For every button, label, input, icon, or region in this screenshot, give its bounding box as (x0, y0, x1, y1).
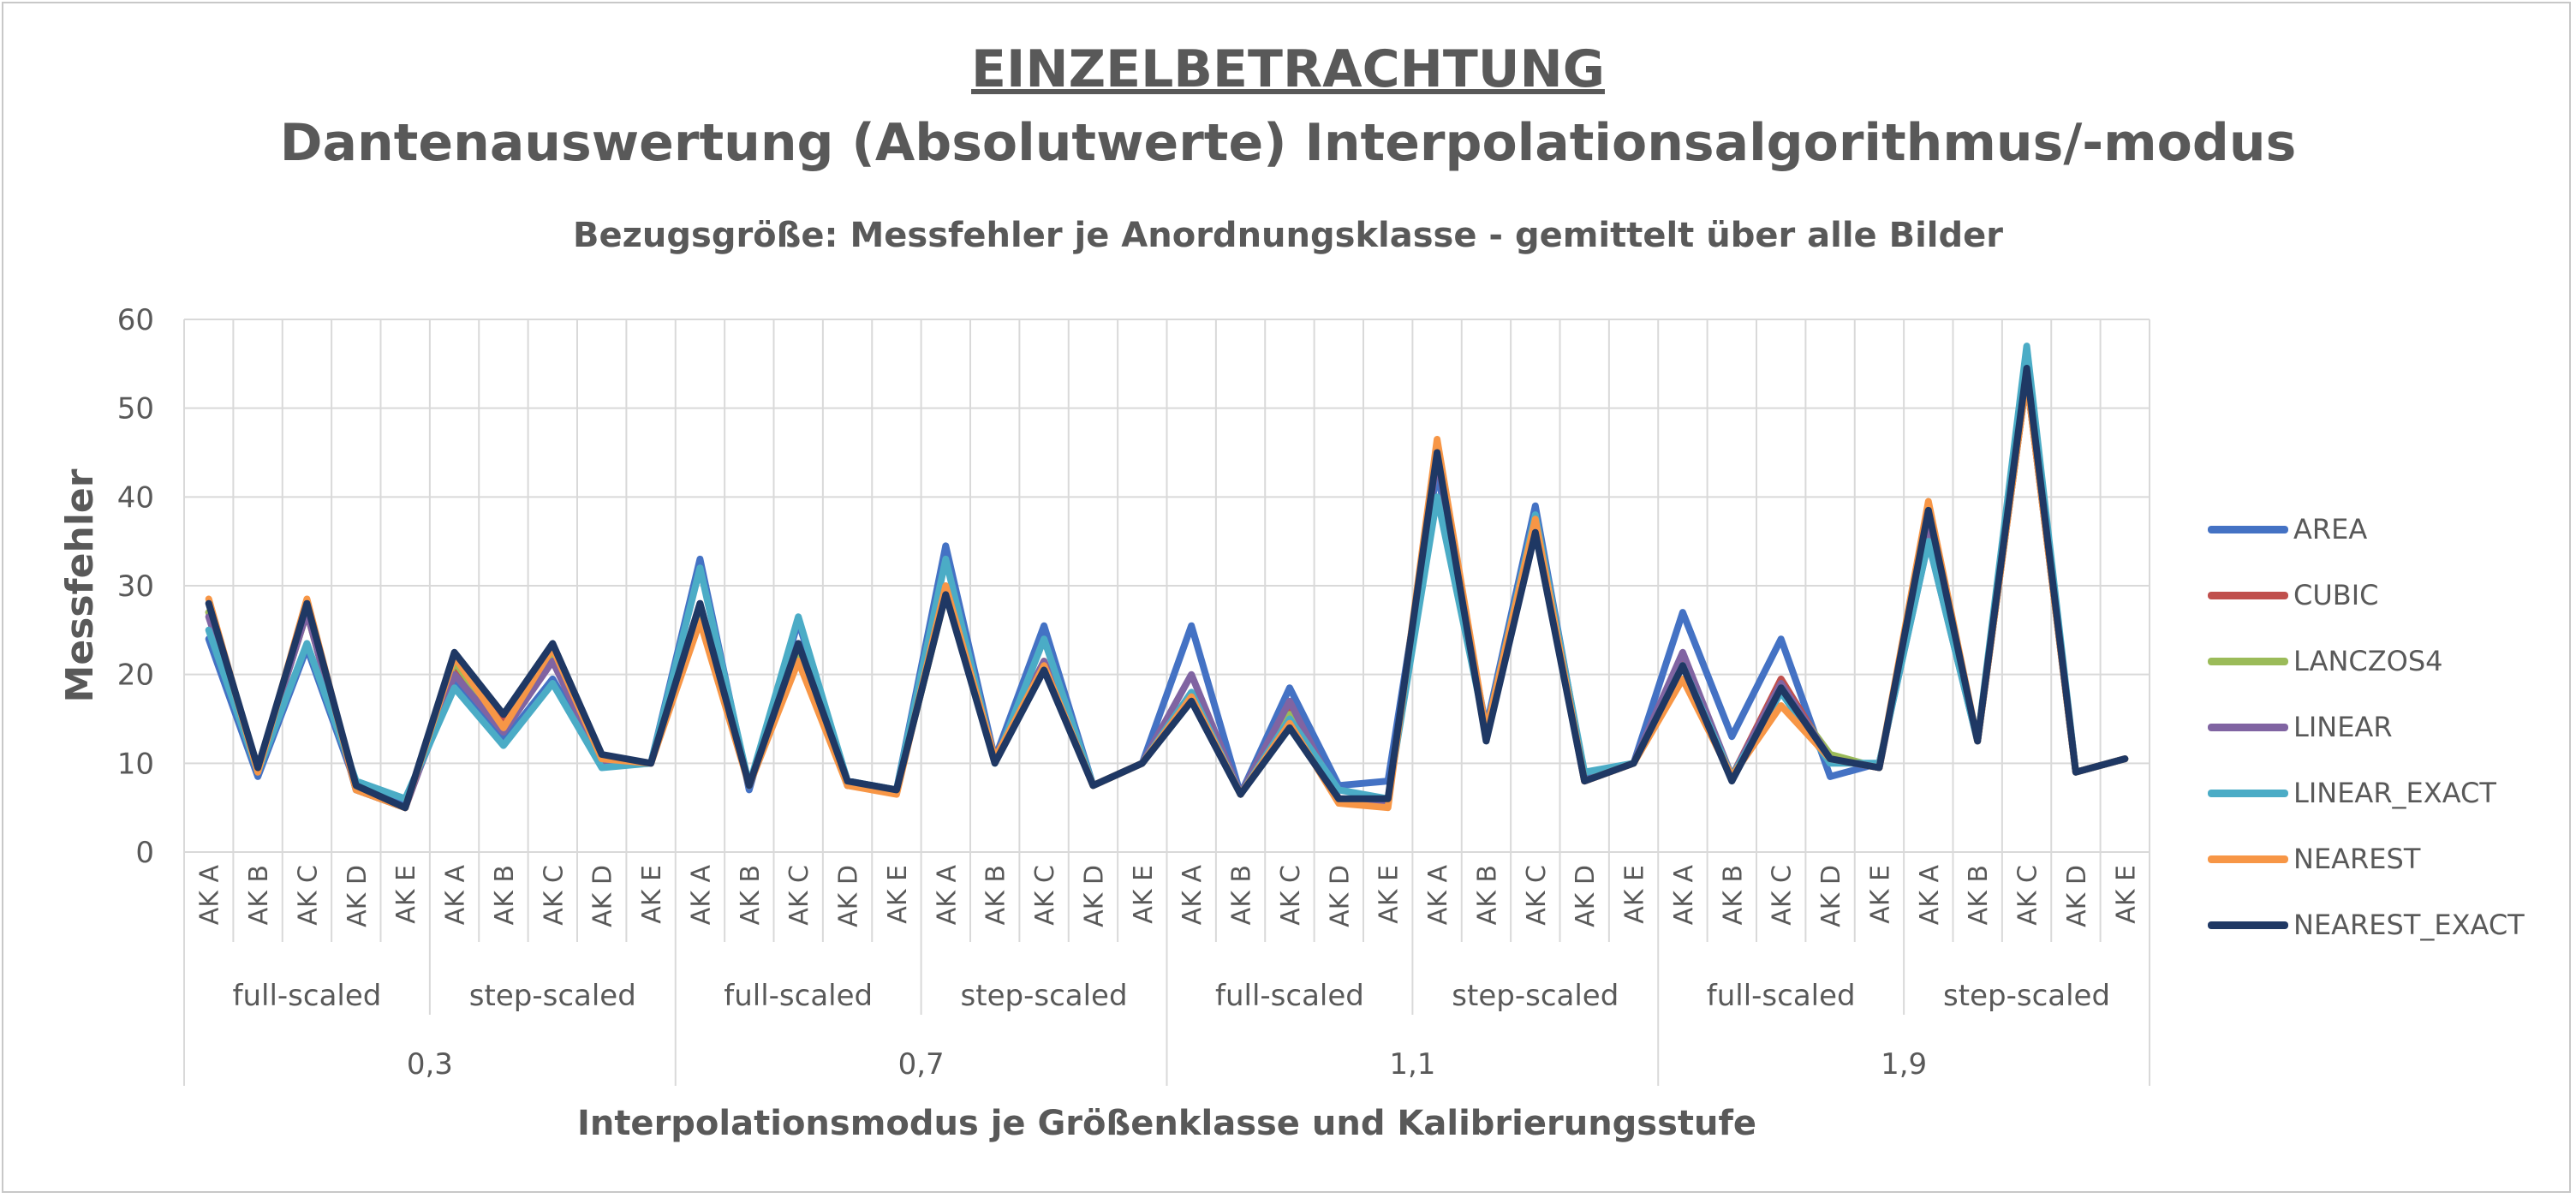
y-tick-label: 10 (117, 747, 154, 781)
x-tick-label: AK A (195, 865, 225, 926)
x-tick-label: AK D (2062, 865, 2092, 927)
x-tick-label: AK B (1472, 865, 1502, 925)
x-tick-label: AK C (1276, 865, 1306, 926)
legend-item: LINEAR_EXACT (2208, 776, 2496, 810)
x-tick-label: AK B (736, 865, 766, 925)
calibration-level-label: 1,9 (1881, 1047, 1927, 1082)
x-tick-label: AK D (588, 865, 618, 927)
mode-label: step-scaled (1452, 979, 1619, 1013)
mode-label: step-scaled (1943, 979, 2110, 1013)
mode-label: step-scaled (469, 979, 636, 1013)
y-tick-label: 60 (117, 303, 154, 337)
y-tick-label: 30 (117, 569, 154, 604)
legend-label: CUBIC (2293, 579, 2379, 611)
x-tick-label: AK A (1669, 865, 1699, 926)
legend-label: AREA (2293, 513, 2368, 545)
x-tick-label: AK D (1816, 865, 1846, 927)
x-tick-label: AK D (834, 865, 864, 927)
x-tick-label: AK E (1865, 865, 1895, 924)
legend-swatch (2208, 657, 2288, 665)
x-axis-title: Interpolationsmodus je Größenklasse und … (577, 1104, 1756, 1143)
x-tick-label: AK D (343, 865, 373, 927)
x-tick-label: AK C (784, 865, 814, 926)
x-tick-label: AK E (2111, 865, 2141, 924)
y-tick-label: 20 (117, 659, 154, 693)
x-tick-label: AK A (441, 865, 471, 926)
legend-swatch (2208, 591, 2288, 599)
mode-label: step-scaled (961, 979, 1128, 1013)
x-tick-label: AK E (883, 865, 913, 924)
x-tick-label: AK C (1768, 865, 1798, 926)
x-tick-label: AK C (1030, 865, 1060, 926)
x-tick-label: AK D (1325, 865, 1355, 927)
chart-caption: Bezugsgröße: Messfehler je Anordnungskla… (573, 216, 2003, 255)
x-tick-label: AK B (981, 865, 1011, 925)
mode-label: full-scaled (724, 979, 873, 1013)
x-tick-label: AK C (539, 865, 569, 926)
y-axis-title: Messfehler (58, 468, 102, 702)
mode-label: full-scaled (1215, 979, 1364, 1013)
x-tick-label: AK B (1227, 865, 1257, 925)
x-tick-label: AK B (490, 865, 520, 925)
legend-item: CUBIC (2208, 578, 2379, 612)
calibration-level-label: 0,7 (898, 1047, 945, 1082)
x-tick-label: AK D (1571, 865, 1601, 927)
x-tick-label: AK C (1522, 865, 1552, 926)
y-tick-label: 50 (117, 392, 154, 426)
calibration-level-label: 0,3 (407, 1047, 453, 1082)
x-tick-label: AK B (1718, 865, 1748, 925)
x-tick-label: AK A (1423, 865, 1453, 926)
y-tick-label: 0 (135, 836, 154, 870)
legend-item: LINEAR (2208, 710, 2393, 744)
legend-item: NEAREST_EXACT (2208, 908, 2525, 942)
y-tick-label: 40 (117, 480, 154, 515)
legend-label: LINEAR (2293, 711, 2393, 743)
x-tick-label: AK E (1129, 865, 1159, 924)
mode-label: full-scaled (233, 979, 382, 1013)
legend-swatch (2208, 921, 2288, 929)
chart-subtitle: Dantenauswertung (Absolutwerte) Interpol… (279, 113, 2297, 173)
legend-label: NEAREST_EXACT (2293, 909, 2525, 941)
legend-swatch (2208, 855, 2288, 863)
legend-item: LANCZOS4 (2208, 644, 2443, 678)
x-tick-label: AK C (293, 865, 323, 926)
x-tick-label: AK E (1374, 865, 1404, 924)
x-tick-label: AK B (1964, 865, 1994, 925)
x-tick-label: AK B (244, 865, 274, 925)
x-tick-label: AK A (1915, 865, 1945, 926)
legend-label: NEAREST (2293, 843, 2421, 875)
chart-title: EINZELBETRACHTUNG (971, 39, 1605, 99)
calibration-level-label: 1,1 (1389, 1047, 1435, 1082)
x-tick-label: AK A (686, 865, 716, 926)
legend-label: LANCZOS4 (2293, 645, 2443, 677)
x-tick-label: AK C (2013, 865, 2043, 926)
legend-label: LINEAR_EXACT (2293, 777, 2496, 809)
legend-swatch (2208, 525, 2288, 533)
x-tick-label: AK E (637, 865, 667, 924)
x-tick-label: AK A (932, 865, 962, 926)
x-tick-label: AK E (1620, 865, 1650, 924)
legend-item: NEAREST (2208, 842, 2420, 876)
legend-swatch (2208, 723, 2288, 731)
mode-label: full-scaled (1707, 979, 1856, 1013)
x-tick-label: AK E (391, 865, 421, 924)
legend-item: AREA (2208, 512, 2367, 546)
series-line-nearest-exact (205, 365, 2129, 812)
legend-swatch (2208, 789, 2288, 797)
x-tick-label: AK A (1178, 865, 1208, 926)
x-tick-label: AK D (1079, 865, 1109, 927)
